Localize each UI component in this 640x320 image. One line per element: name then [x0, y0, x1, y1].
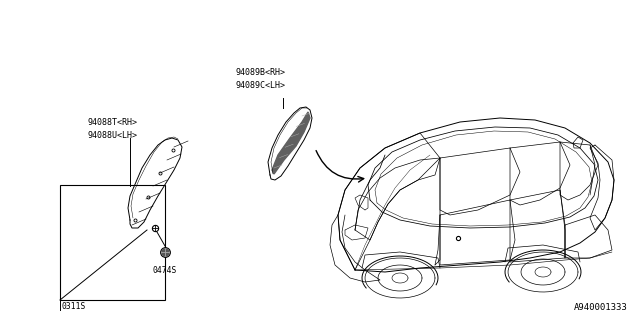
Text: 94089B<RH>
94089C<LH>: 94089B<RH> 94089C<LH>	[236, 68, 286, 90]
Bar	[60, 185, 165, 300]
Text: 0474S: 0474S	[153, 266, 177, 275]
Text: 0311S: 0311S	[62, 302, 86, 311]
Polygon shape	[272, 112, 310, 174]
Text: 94088T<RH>
94088U<LH>: 94088T<RH> 94088U<LH>	[87, 118, 137, 140]
Text: A940001333: A940001333	[574, 303, 628, 312]
